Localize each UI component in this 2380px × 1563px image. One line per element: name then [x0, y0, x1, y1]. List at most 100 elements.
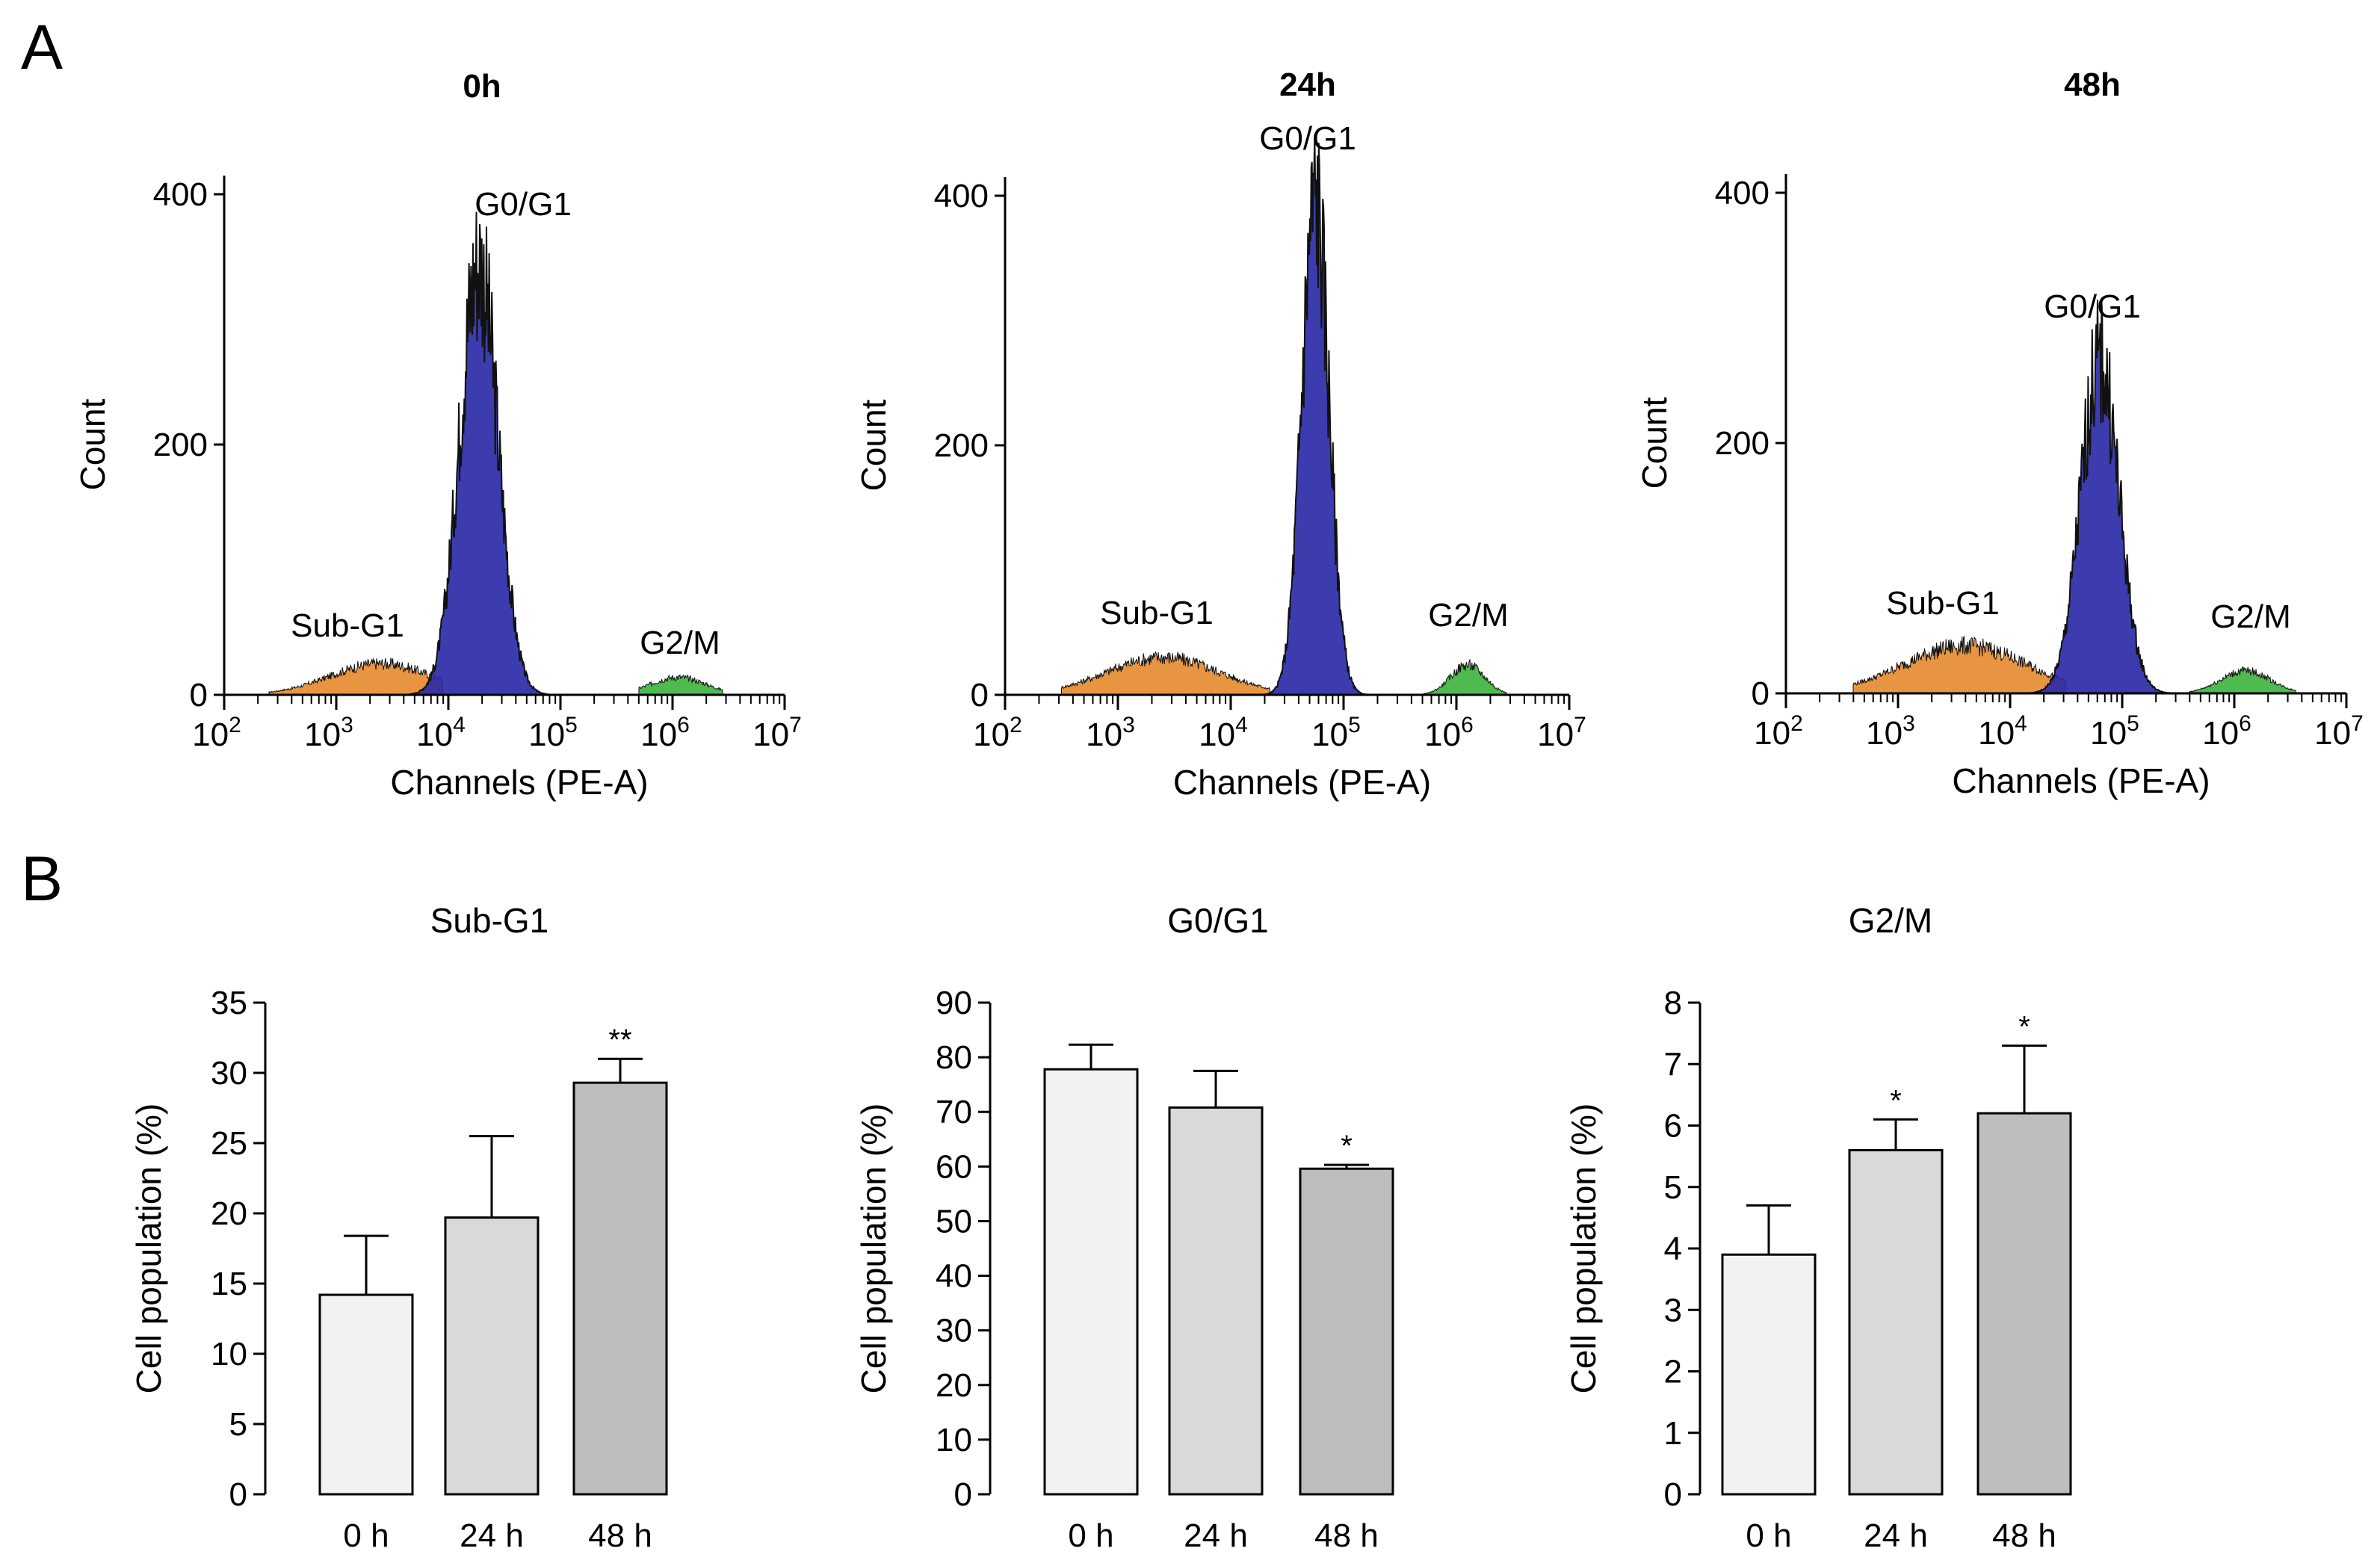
y-tick-label: 20 — [211, 1195, 247, 1232]
y-tick-label: 200 — [1715, 425, 1769, 462]
y-tick-label: 60 — [936, 1148, 972, 1185]
y-tick-label: 5 — [229, 1406, 247, 1443]
peak-label-G2/M: G2/M — [640, 625, 720, 661]
y-axis-label: Count — [73, 398, 112, 490]
y-tick-label: 80 — [936, 1039, 972, 1076]
peak-G2/M — [1422, 658, 1508, 696]
x-tick-label: 106 — [1424, 713, 1474, 753]
peak-Sub-G1 — [1852, 635, 2067, 694]
significance-marker: * — [2018, 1011, 2030, 1044]
x-tick-label: 103 — [1086, 713, 1135, 753]
peak-label-G2/M: G2/M — [2210, 598, 2291, 635]
x-tick-label: 105 — [2090, 711, 2139, 752]
histogram-title: 24h — [1279, 66, 1336, 103]
y-tick-label: 400 — [153, 176, 208, 213]
bar-chart-G0/G1: G0/G1 0 10 20 30 40 50 60 70 80 90 Cell population … — [854, 901, 1394, 1554]
bar-0h — [318, 1293, 414, 1496]
x-tick-label: 102 — [973, 713, 1022, 753]
x-tick-label: 103 — [304, 713, 353, 753]
y-tick-label: 2 — [1664, 1354, 1682, 1390]
y-tick-label: 6 — [1664, 1108, 1682, 1145]
y-tick-label: 0 — [1752, 675, 1769, 712]
x-tick-label: 107 — [1537, 713, 1586, 753]
y-tick-label: 90 — [936, 985, 972, 1021]
y-tick-label: 30 — [211, 1055, 247, 1092]
y-tick-label: 3 — [1664, 1292, 1682, 1328]
y-tick-label: 0 — [190, 677, 208, 714]
y-tick-label: 30 — [936, 1313, 972, 1349]
peak-G0/G1 — [401, 211, 555, 696]
y-tick-label: 400 — [1715, 175, 1769, 211]
y-tick-label: 70 — [936, 1094, 972, 1130]
bar-24h — [444, 1216, 540, 1496]
y-tick-label: 0 — [1664, 1476, 1682, 1513]
y-tick-label: 200 — [153, 427, 208, 463]
x-tick-label: 107 — [752, 713, 802, 753]
x-tick-label: 48 h — [588, 1517, 652, 1554]
bar-chart-title: G0/G1 — [1167, 901, 1269, 940]
x-tick-label: 104 — [416, 713, 466, 753]
peak-label-Sub-G1: Sub-G1 — [291, 607, 404, 644]
significance-marker: * — [1341, 1130, 1353, 1163]
bar-24h — [1168, 1106, 1264, 1496]
x-tick-label: 106 — [640, 713, 690, 753]
y-tick-label: 35 — [211, 985, 247, 1021]
y-axis-label: Cell population (%) — [1564, 1104, 1603, 1394]
x-tick-label: 104 — [1199, 713, 1248, 753]
histogram-title: 0h — [463, 68, 501, 105]
y-tick-label: 20 — [936, 1367, 972, 1404]
peak-label-G0/G1: G0/G1 — [475, 186, 572, 223]
bar-48h — [1976, 1112, 2072, 1496]
x-tick-label: 24 h — [1184, 1517, 1248, 1554]
x-tick-label: 0 h — [1068, 1517, 1113, 1554]
peak-Sub-G1 — [1061, 651, 1271, 696]
bar-chart-title: Sub-G1 — [430, 901, 549, 940]
x-tick-label: 104 — [1978, 711, 2027, 752]
peak-Sub-G1 — [268, 657, 444, 696]
bar-chart-G2/M: G2/M 0 1 2 3 4 5 6 7 8 Cell population (%) 0 h * 24 h… — [1564, 901, 2072, 1554]
peak-label-G0/G1: G0/G1 — [1259, 120, 1356, 157]
bar-48h — [572, 1081, 668, 1496]
peak-G2/M — [638, 674, 724, 696]
y-tick-label: 200 — [934, 427, 989, 464]
y-tick-label: 400 — [934, 178, 989, 214]
bar-0h — [1043, 1068, 1139, 1496]
x-tick-label: 48 h — [1314, 1517, 1379, 1554]
y-tick-label: 0 — [971, 677, 989, 714]
peak-G0/G1 — [1260, 134, 1370, 696]
histogram-24h: 24h Sub-G1 G0/G1 G2/M 0 200 400 102 103 104 105 106… — [854, 66, 1586, 802]
significance-marker: ** — [608, 1024, 631, 1056]
peak-label-G0/G1: G0/G1 — [2044, 288, 2141, 325]
x-tick-label: 105 — [1311, 713, 1361, 753]
x-tick-label: 107 — [2314, 711, 2364, 752]
y-axis-label: Count — [854, 399, 893, 491]
peak-label-Sub-G1: Sub-G1 — [1100, 595, 1214, 631]
y-tick-label: 5 — [1664, 1169, 1682, 1206]
y-tick-label: 15 — [211, 1266, 247, 1302]
x-tick-label: 24 h — [460, 1517, 524, 1554]
histogram-0h: 0h Sub-G1 G0/G1 G2/M 0 200 400 102 103 104 105 106 1… — [73, 68, 802, 802]
y-tick-label: 1 — [1664, 1415, 1682, 1452]
peak-G0/G1 — [2023, 299, 2177, 694]
y-axis-label: Cell population (%) — [129, 1104, 168, 1394]
x-tick-label: 24 h — [1864, 1517, 1928, 1554]
y-axis-label: Count — [1635, 397, 1674, 489]
y-axis-label: Cell population (%) — [854, 1104, 893, 1394]
panel-label-b: B — [21, 844, 63, 914]
x-tick-label: 106 — [2202, 711, 2251, 752]
y-tick-label: 10 — [936, 1422, 972, 1458]
histogram-48h: 48h Sub-G1 G0/G1 G2/M 0 200 400 102 103 104 105 106… — [1635, 66, 2364, 800]
y-tick-label: 7 — [1664, 1046, 1682, 1083]
panel-label-a: A — [21, 12, 63, 82]
significance-marker: * — [1890, 1084, 1902, 1117]
bar-0h — [1721, 1253, 1817, 1496]
y-tick-label: 40 — [936, 1258, 972, 1295]
x-tick-label: 105 — [528, 713, 578, 753]
bar-chart-title: G2/M — [1849, 901, 1932, 940]
x-axis-label: Channels (PE-A) — [1173, 763, 1431, 802]
x-axis-label: Channels (PE-A) — [390, 763, 648, 802]
y-tick-label: 50 — [936, 1203, 972, 1239]
x-tick-label: 102 — [192, 713, 241, 753]
